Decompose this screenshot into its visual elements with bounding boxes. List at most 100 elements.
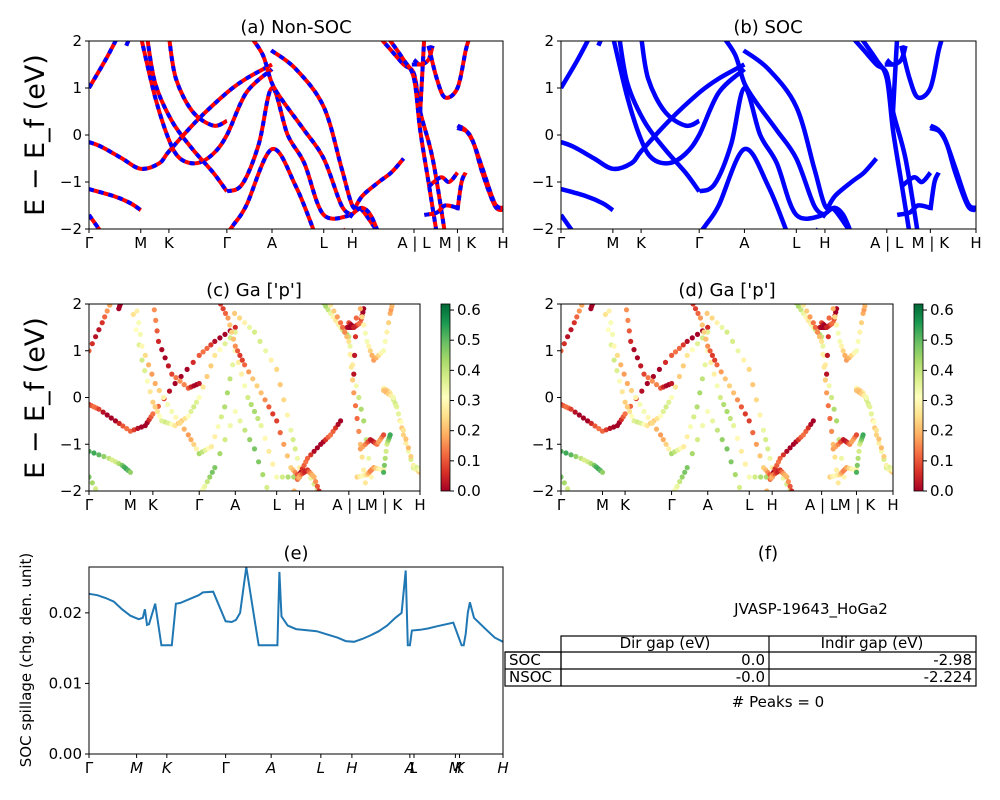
projection-point [120,297,125,302]
projection-point [621,371,627,377]
projection-point [589,304,596,307]
projection-point [362,330,368,336]
y-tick-label: 0 [544,389,554,407]
band-ylabel-middle: E − E_f (eV) [20,317,51,479]
k-tick-label: K [455,759,466,777]
panel-e-title: (e) [283,543,308,564]
projection-point [785,479,792,485]
projection-point [753,441,760,447]
projection-point [139,357,145,363]
k-tick-label: L [320,234,329,252]
projection-point [719,324,725,330]
projection-point [196,394,202,401]
projection-point [842,352,848,358]
projection-point [656,366,663,372]
projection-point [787,483,793,489]
projection-point [750,430,756,436]
projection-point [181,382,187,388]
band-line-overlay [269,48,379,229]
projection-point [827,415,833,422]
k-tick-label: L [792,234,801,252]
projection-point [605,327,611,333]
y-tick-label: 1 [72,342,82,360]
projection-point [318,297,323,302]
band-line-overlay [348,205,380,229]
projection-point [191,404,197,410]
k-tick-label: H [767,496,778,514]
projection-point [239,357,245,363]
projection-point [254,383,260,389]
projection-point [359,454,365,460]
projection-point [832,314,838,320]
projection-point [190,359,196,365]
projection-point [561,348,564,354]
projection-point [130,311,136,318]
projection-point [142,368,148,374]
projection-point [154,408,160,415]
projection-point [262,435,268,441]
y-tick-label: 0.01 [49,674,82,692]
projection-point [714,362,720,368]
projection-point [734,435,741,441]
projection-point [628,338,634,344]
projection-point [222,331,228,337]
projection-point [266,404,272,410]
table-row-nsoc-indir: -2.224 [924,668,972,686]
projection-point [679,474,685,480]
projection-point [734,397,741,403]
projection-point [863,304,868,306]
k-tick-label: L [410,759,418,777]
projection-point [178,373,184,380]
projection-point [268,357,274,363]
projection-point [367,348,373,354]
projection-point [588,420,594,426]
projection-point [807,314,813,320]
projection-point [128,297,133,302]
projection-point [274,366,280,372]
k-tick-label: A | L [805,496,839,514]
projection-point [393,403,399,409]
band-line [639,41,701,129]
projection-point [237,418,243,424]
k-tick-label: L [317,759,325,777]
projection-point [96,327,102,333]
projection-point [681,444,687,450]
projection-point [369,352,375,358]
projection-point [181,426,187,432]
projection-point [684,465,690,471]
projection-point [629,413,635,419]
projection-point [824,371,830,377]
projection-point [364,338,370,344]
projection-point [881,453,887,460]
projection-point [212,434,218,440]
k-tick-label: H [819,234,830,252]
projection-point [780,452,787,458]
projection-point [217,347,223,353]
projection-point [215,424,221,430]
colorbar-tick-label: 0.6 [457,301,481,319]
projection-point [361,467,367,473]
projection-point [191,441,197,447]
band-line-overlay [352,157,406,212]
projection-point [222,310,229,316]
y-tick-label: −2 [532,482,554,500]
nonsoc-band-lines [89,41,503,229]
projection-point [746,474,752,480]
projection-point [831,406,837,412]
projection-point [660,408,666,415]
projection-point [150,399,156,405]
projection-point [573,453,579,460]
projection-point [628,387,635,394]
projection-point [653,426,660,432]
k-tick-label: H [414,496,425,514]
projection-point [568,327,574,333]
panel-e-axes: 0.000.010.02Γ M K Γ A L H AL MK H [49,604,509,777]
projection-point [704,310,710,316]
projection-point [760,427,767,433]
projection-point [108,415,114,421]
projection-point [561,474,564,480]
projection-point [204,345,210,351]
k-tick-label: H [970,234,981,252]
projection-point [574,314,580,320]
